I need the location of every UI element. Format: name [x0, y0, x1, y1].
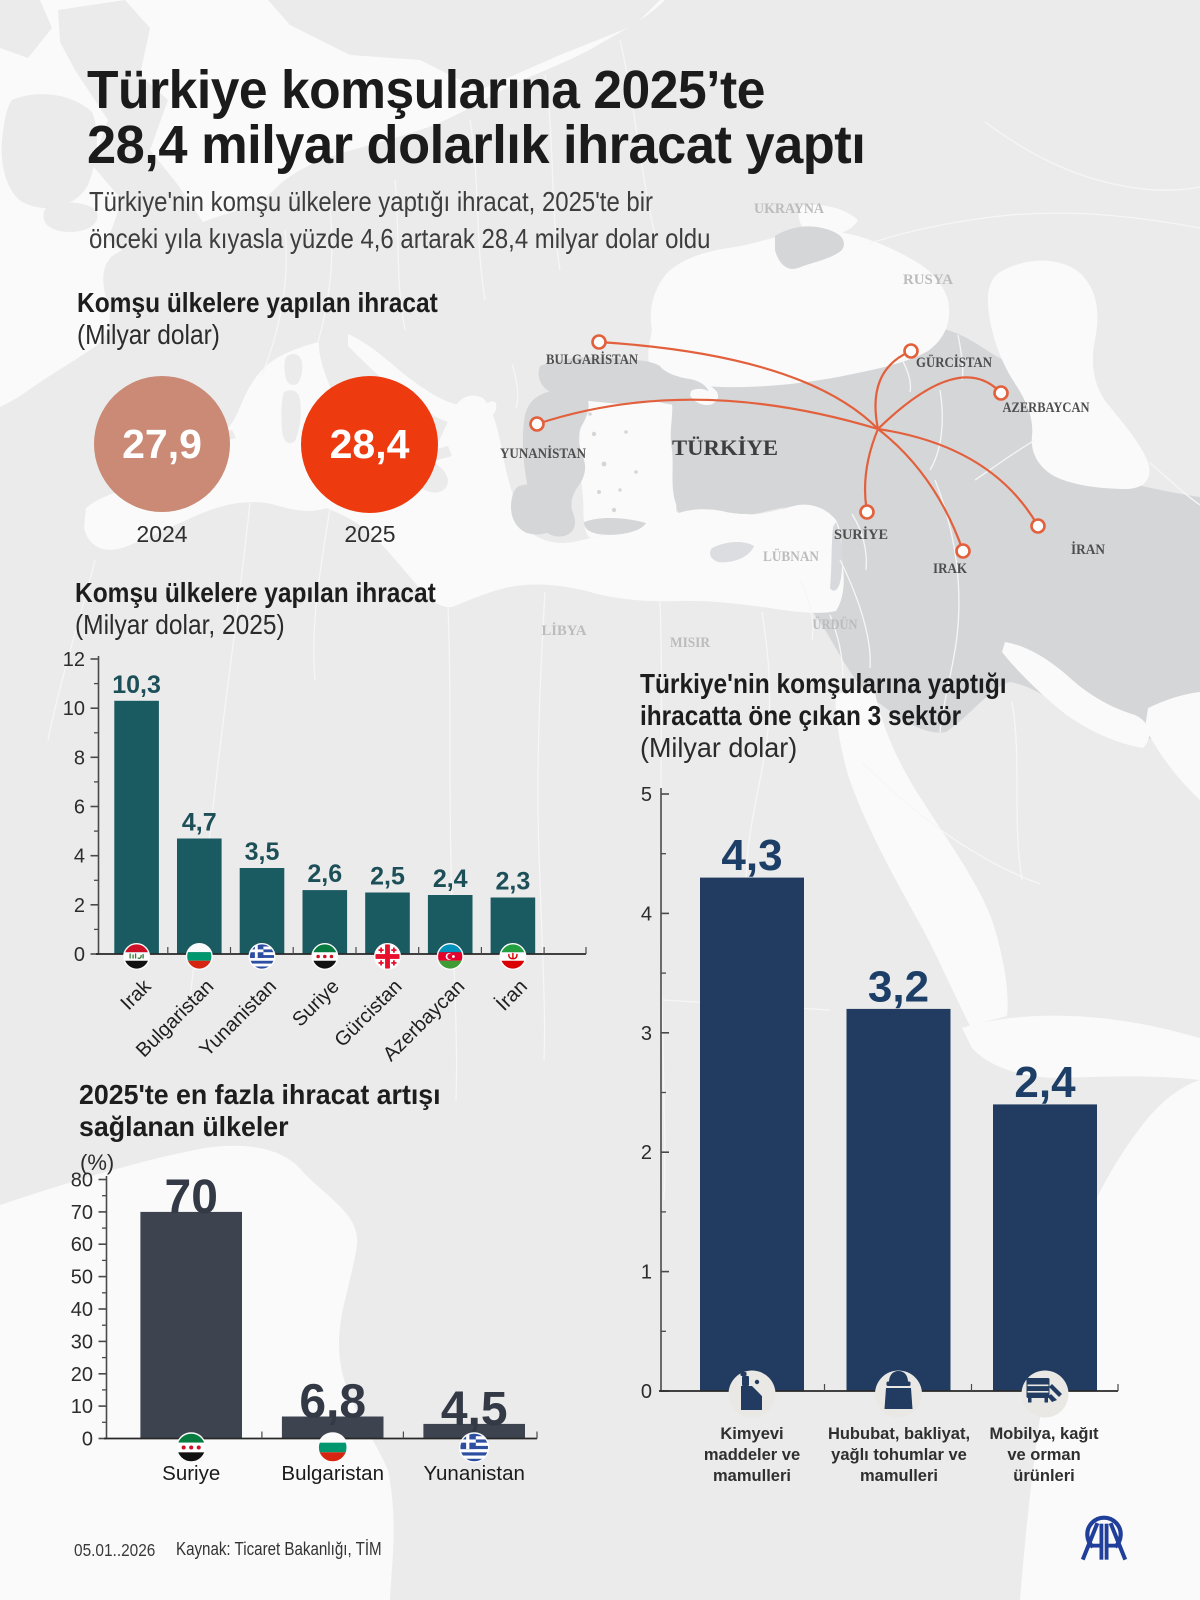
svg-text:(%): (%) [80, 1150, 114, 1175]
svg-text:2,3: 2,3 [496, 868, 531, 896]
svg-text:Hububat, bakliyat,yağlı tohuml: Hububat, bakliyat, yağlı tohumlar ve mamul… [828, 1425, 970, 1485]
svg-text:0: 0 [641, 1381, 652, 1403]
svg-text:2,4: 2,4 [1014, 1058, 1076, 1107]
svg-text:BULGARİSTAN: BULGARİSTAN [546, 351, 638, 368]
svg-text:4: 4 [641, 903, 652, 925]
svg-text:3,2: 3,2 [868, 962, 929, 1011]
svg-text:10: 10 [71, 1396, 93, 1418]
svg-text:50: 50 [71, 1267, 93, 1289]
svg-text:70: 70 [71, 1202, 93, 1224]
svg-text:5: 5 [641, 784, 652, 806]
svg-text:4: 4 [74, 846, 85, 868]
svg-text:0: 0 [82, 1429, 93, 1451]
svg-text:YUNANİSTAN: YUNANİSTAN [500, 445, 586, 462]
svg-text:IRAK: IRAK [933, 561, 967, 577]
svg-text:0: 0 [74, 944, 85, 966]
svg-text:4,7: 4,7 [182, 809, 217, 837]
svg-text:12: 12 [63, 649, 85, 671]
svg-text:20: 20 [71, 1364, 93, 1386]
svg-text:ÜRDÜN: ÜRDÜN [813, 616, 858, 633]
svg-text:2: 2 [641, 1142, 652, 1164]
svg-text:2,5: 2,5 [370, 863, 405, 891]
svg-text:30: 30 [71, 1331, 93, 1353]
svg-text:RUSYA: RUSYA [903, 272, 953, 288]
svg-text:İran: İran [491, 975, 532, 1016]
svg-text:6,8: 6,8 [299, 1376, 366, 1429]
svg-text:8: 8 [74, 747, 85, 769]
svg-text:10: 10 [63, 698, 85, 720]
svg-text:40: 40 [71, 1299, 93, 1321]
svg-text:Suriye: Suriye [288, 975, 344, 1031]
svg-text:GÜRCİSTAN: GÜRCİSTAN [916, 354, 992, 371]
svg-text:60: 60 [71, 1234, 93, 1256]
svg-text:4,5: 4,5 [441, 1383, 508, 1436]
svg-text:Irak: Irak [117, 975, 157, 1015]
svg-text:10,3: 10,3 [112, 671, 161, 699]
svg-text:İRAN: İRAN [1071, 541, 1105, 558]
svg-text:2,4: 2,4 [433, 865, 468, 893]
svg-text:2: 2 [74, 895, 85, 917]
svg-text:MISIR: MISIR [670, 635, 710, 651]
svg-text:4,3: 4,3 [721, 831, 782, 880]
svg-text:3: 3 [641, 1023, 652, 1045]
svg-text:AZERBAYCAN: AZERBAYCAN [1003, 400, 1090, 416]
svg-text:1: 1 [641, 1262, 652, 1284]
svg-text:3,5: 3,5 [245, 838, 280, 866]
svg-text:70: 70 [165, 1171, 218, 1224]
svg-text:80: 80 [71, 1170, 93, 1192]
svg-text:2,6: 2,6 [307, 860, 342, 888]
svg-text:LÜBNAN: LÜBNAN [763, 548, 819, 565]
svg-text:Yunanistan: Yunanistan [423, 1462, 524, 1485]
svg-text:6: 6 [74, 797, 85, 819]
svg-text:LİBYA: LİBYA [542, 622, 587, 639]
svg-text:UKRAYNA: UKRAYNA [754, 201, 824, 217]
svg-text:Suriye: Suriye [162, 1462, 220, 1485]
svg-text:TÜRKİYE: TÜRKİYE [672, 435, 778, 460]
svg-text:SURİYE: SURİYE [834, 526, 888, 543]
svg-text:Bulgaristan: Bulgaristan [281, 1462, 384, 1485]
